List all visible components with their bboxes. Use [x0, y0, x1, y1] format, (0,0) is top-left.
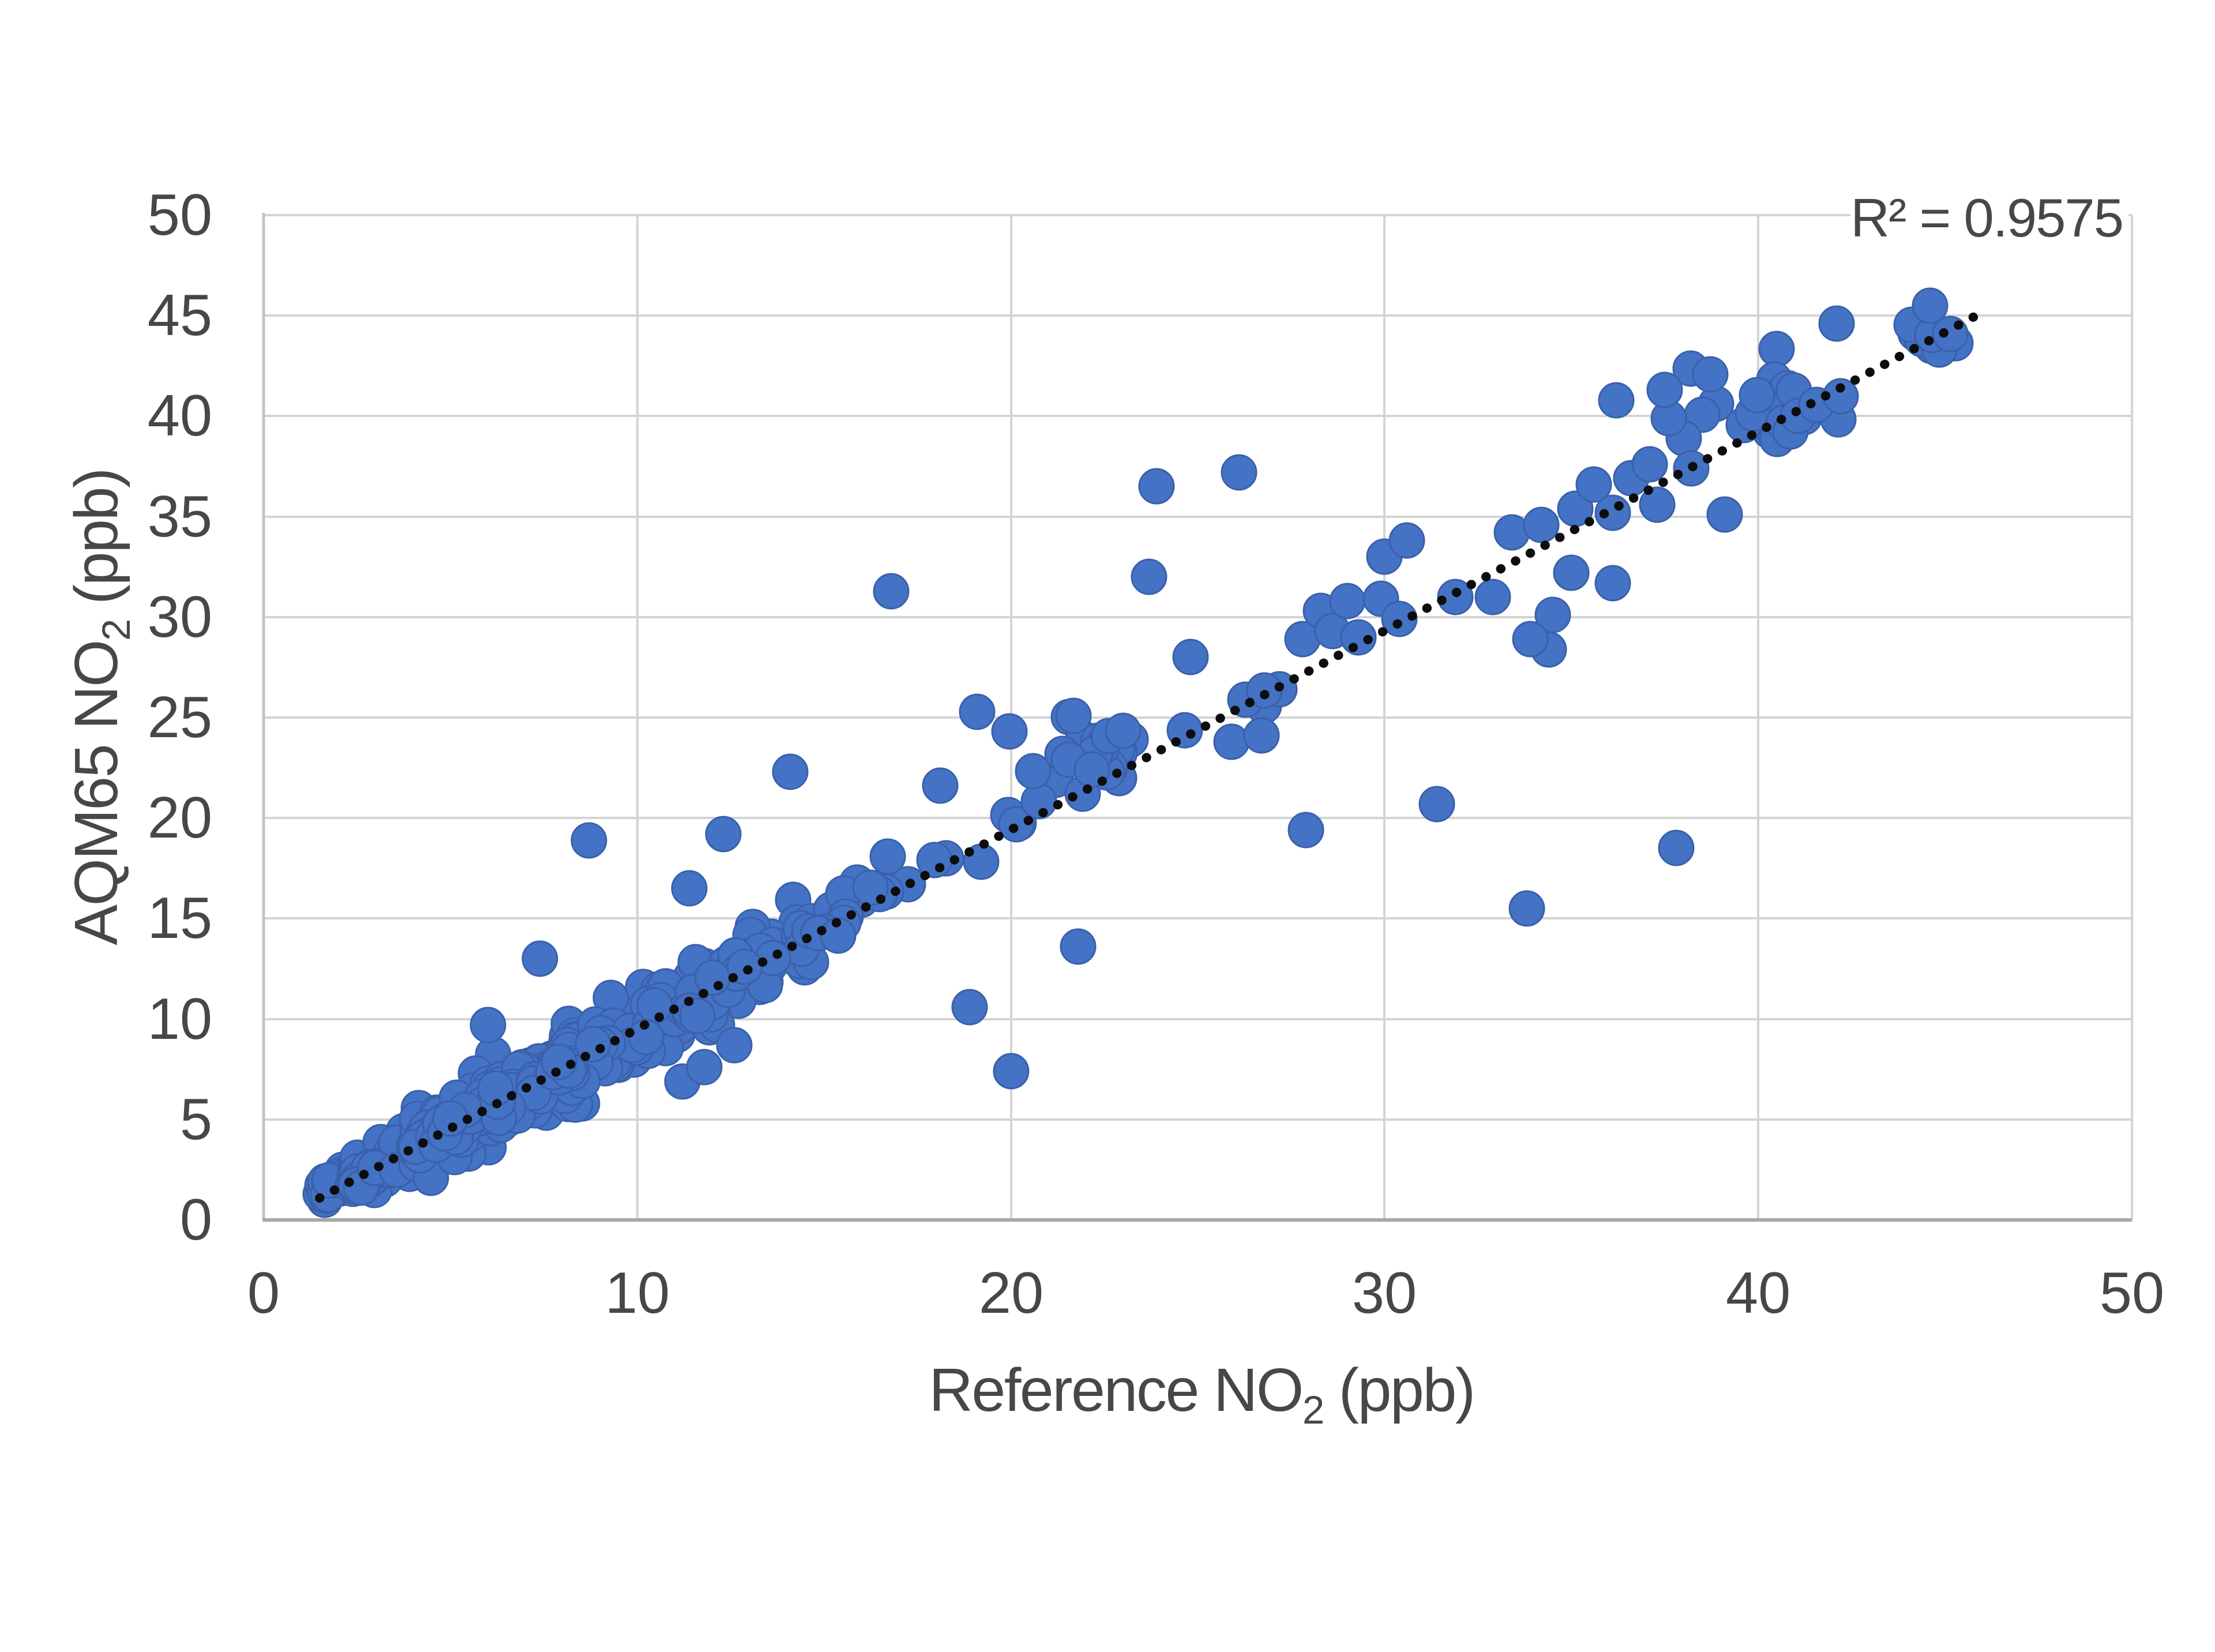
svg-text:15: 15	[148, 886, 212, 951]
svg-text:30: 30	[148, 585, 212, 649]
svg-text:40: 40	[148, 384, 212, 448]
svg-text:Reference NO2 (ppb): Reference NO2 (ppb)	[929, 1356, 1474, 1432]
svg-text:20: 20	[979, 1261, 1043, 1326]
svg-text:AQM65 NO2 (ppb): AQM65 NO2 (ppb)	[62, 469, 138, 945]
svg-text:0: 0	[247, 1261, 280, 1326]
svg-text:50: 50	[148, 183, 212, 247]
svg-text:5: 5	[180, 1087, 212, 1152]
svg-text:10: 10	[148, 987, 212, 1052]
svg-text:20: 20	[148, 786, 212, 850]
svg-text:45: 45	[148, 283, 212, 348]
svg-text:25: 25	[148, 685, 212, 750]
svg-text:30: 30	[1352, 1261, 1417, 1326]
svg-text:R² = 0.9575: R² = 0.9575	[1850, 187, 2123, 248]
svg-text:50: 50	[2100, 1261, 2164, 1326]
svg-text:40: 40	[1726, 1261, 1790, 1326]
svg-text:0: 0	[180, 1188, 212, 1252]
svg-text:10: 10	[605, 1261, 670, 1326]
svg-text:35: 35	[148, 485, 212, 549]
